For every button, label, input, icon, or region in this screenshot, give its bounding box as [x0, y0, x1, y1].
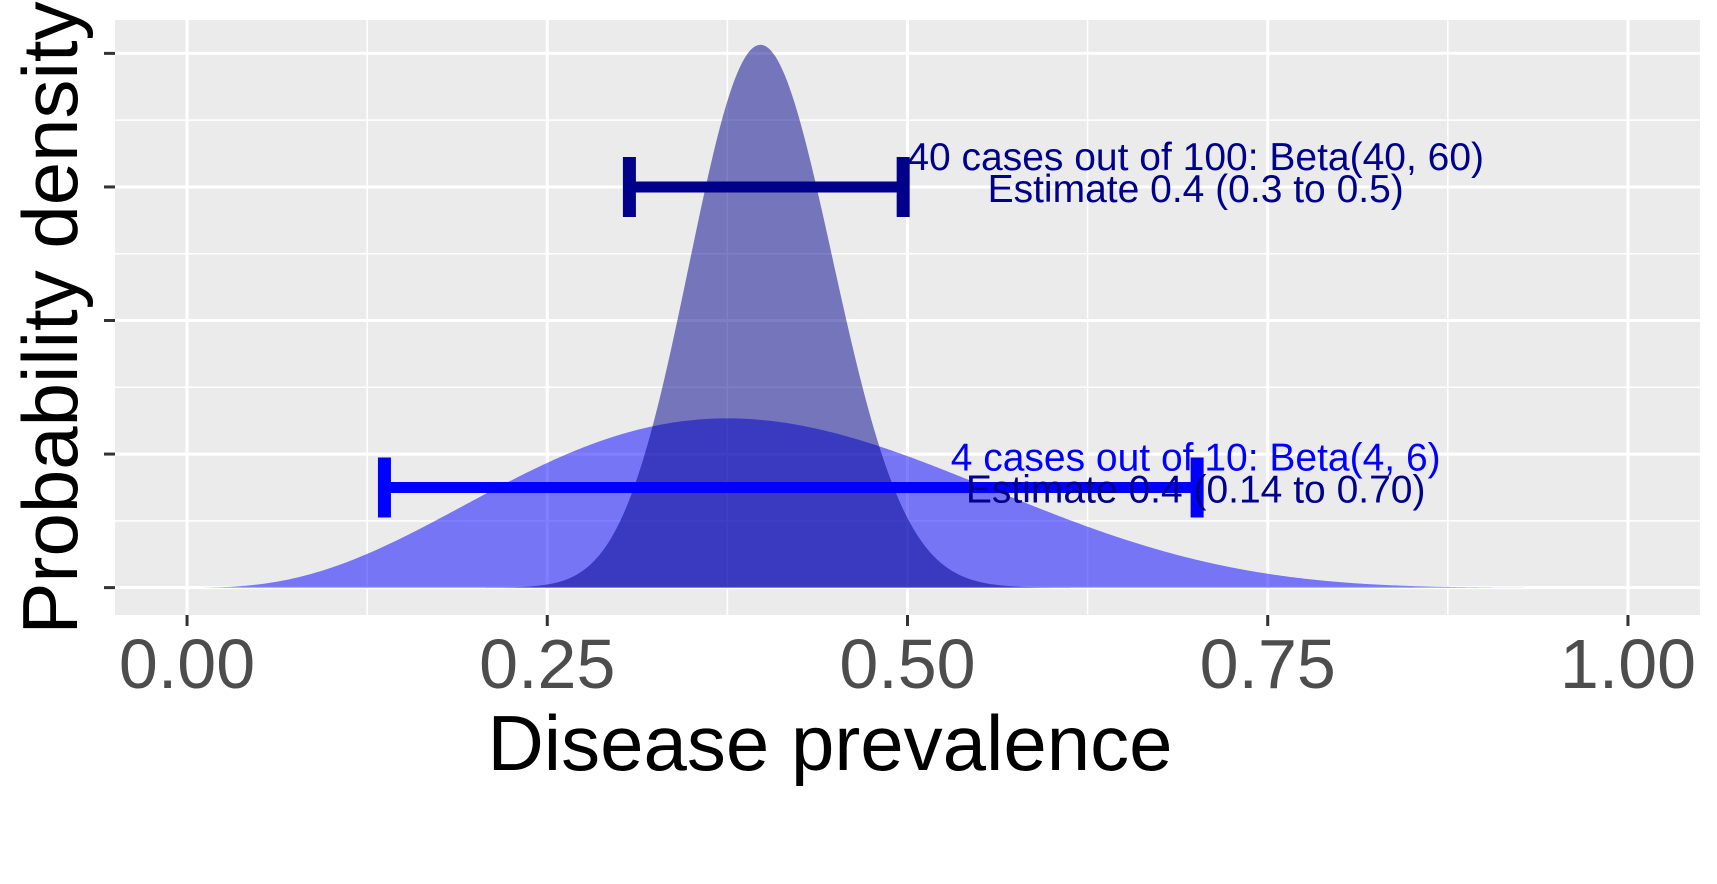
annotation-label: Estimate 0.4 (0.3 to 0.5): [988, 168, 1404, 211]
x-tick-label: 0.00: [119, 625, 255, 703]
x-axis-title: Disease prevalence: [487, 699, 1172, 787]
x-tick-label: 0.50: [839, 625, 975, 703]
x-tick-label: 0.25: [479, 625, 615, 703]
x-tick-label: 1.00: [1560, 625, 1696, 703]
credible-intervals: [377, 156, 1204, 518]
density-areas: [187, 44, 1628, 588]
annotation-label: 4 cases out of 10: Beta(4, 6): [951, 436, 1441, 479]
annotation-label: Estimate 0.4 (0.14 to 0.70): [966, 468, 1426, 511]
annotation-label: 40 cases out of 100: Beta(40, 60): [907, 136, 1484, 179]
density-area: [187, 418, 1628, 588]
axes: 0.00 0.25 0.50 0.75 1.00: [104, 51, 1696, 703]
y-axis-title: Probability density: [6, 2, 94, 635]
annotations: 4 cases out of 10: Beta(4, 6)Estimate 0.…: [907, 136, 1484, 512]
x-tick-label: 0.75: [1200, 625, 1336, 703]
